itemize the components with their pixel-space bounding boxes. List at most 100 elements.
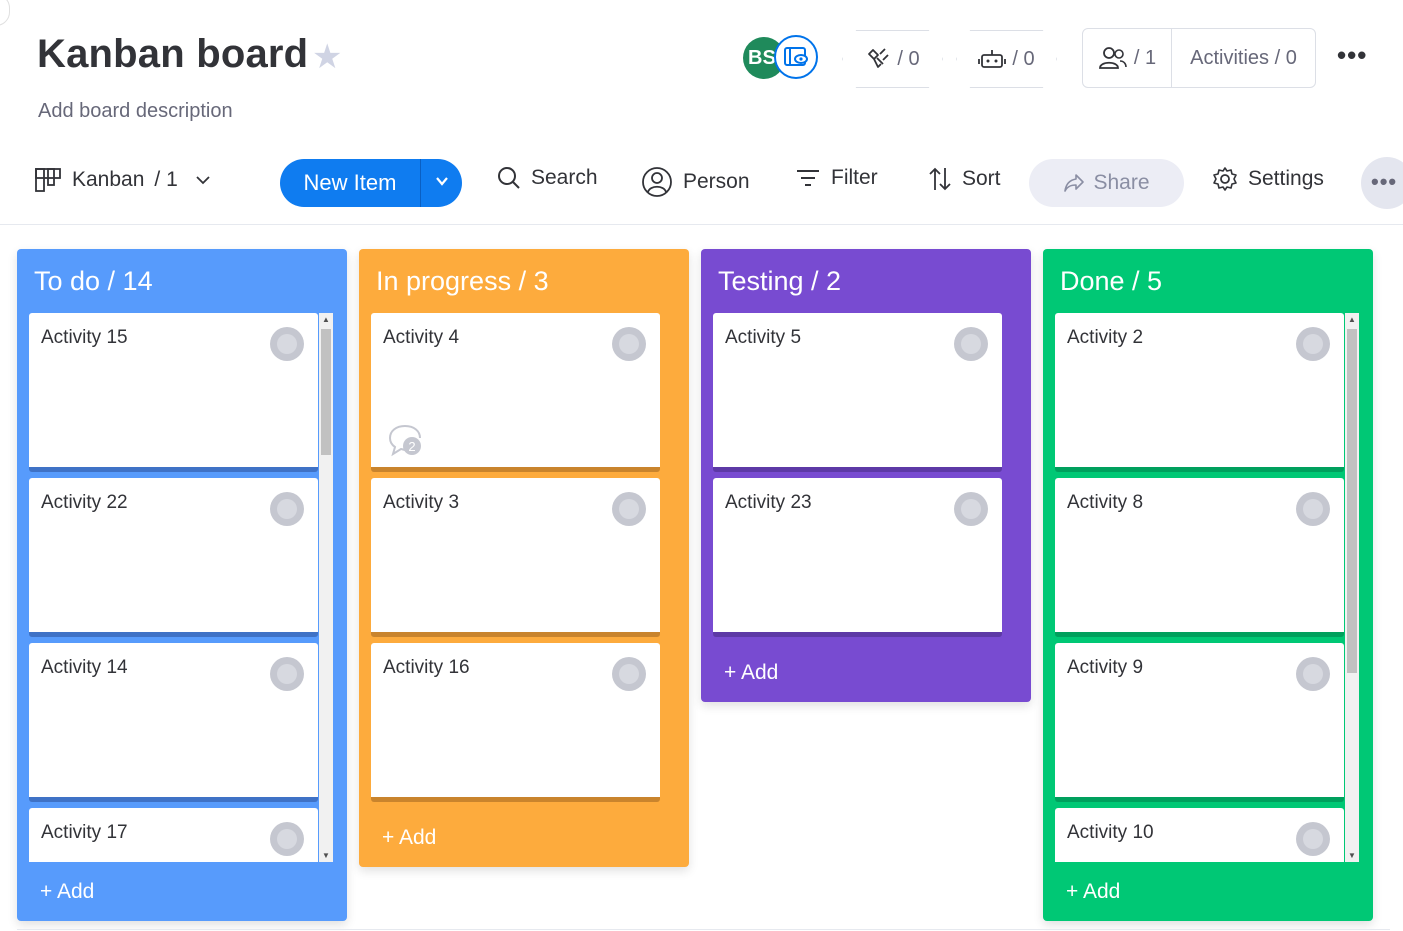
filter-button[interactable]: Filter: [795, 166, 878, 190]
card[interactable]: Activity 22: [29, 478, 318, 637]
card-title: Activity 8: [1067, 492, 1144, 513]
card[interactable]: Activity 10: [1055, 808, 1344, 862]
column-in-progress: In progress / 3 Activity 4 2 Activity 3 …: [359, 249, 689, 867]
person-avatar[interactable]: [612, 327, 646, 361]
person-avatar[interactable]: [954, 492, 988, 526]
card[interactable]: Activity 8: [1055, 478, 1344, 637]
person-avatar[interactable]: [612, 492, 646, 526]
card-title: Activity 16: [383, 657, 470, 678]
card[interactable]: Activity 16: [371, 643, 660, 802]
scroll-up-icon[interactable]: ▲: [322, 315, 330, 324]
card-title: Activity 22: [41, 492, 128, 513]
person-avatar[interactable]: [1296, 327, 1330, 361]
scrollbar[interactable]: ▲ ▼: [319, 313, 333, 862]
new-item-button[interactable]: New Item: [280, 159, 462, 207]
person-avatar[interactable]: [1296, 657, 1330, 691]
scroll-down-icon[interactable]: ▼: [322, 851, 330, 860]
card[interactable]: Activity 2: [1055, 313, 1344, 472]
person-avatar[interactable]: [270, 822, 304, 856]
scrollbar[interactable]: ▲ ▼: [1345, 313, 1359, 862]
activities-button[interactable]: Activities / 0: [1190, 46, 1297, 69]
panel-corner: [0, 0, 10, 26]
person-icon: [642, 167, 672, 197]
scrollbar-thumb[interactable]: [1347, 329, 1357, 673]
card[interactable]: Activity 14: [29, 643, 318, 802]
more-options-icon[interactable]: •••: [1337, 40, 1368, 70]
new-item-dropdown[interactable]: [421, 173, 462, 194]
new-item-separator: [420, 159, 421, 207]
card-title: Activity 23: [725, 492, 812, 513]
card-title: Activity 4: [383, 327, 460, 348]
star-icon[interactable]: ★: [312, 38, 343, 76]
person-avatar[interactable]: [270, 657, 304, 691]
chevron-down-icon: [435, 176, 448, 186]
search-button[interactable]: Search: [497, 166, 598, 190]
gear-icon: [1213, 167, 1237, 191]
integrations-button[interactable]: / 0: [842, 30, 943, 88]
eye-doc-icon: [784, 47, 808, 66]
view-count: / 1: [154, 168, 178, 191]
column-todo: To do / 14 Activity 15 Activity 22 Activ…: [17, 249, 347, 921]
card[interactable]: Activity 15: [29, 313, 318, 472]
person-avatar[interactable]: [612, 657, 646, 691]
search-label: Search: [531, 166, 598, 189]
column-title[interactable]: Done / 5: [1060, 266, 1163, 296]
members-activities-box: / 1 Activities / 0: [1082, 28, 1316, 88]
person-avatar[interactable]: [270, 492, 304, 526]
sort-icon: [929, 167, 951, 191]
scroll-up-icon[interactable]: ▲: [1348, 315, 1356, 324]
person-avatar[interactable]: [1296, 822, 1330, 856]
person-avatar[interactable]: [1296, 492, 1330, 526]
view-switcher[interactable]: Kanban / 1: [34, 166, 212, 194]
toolbar-divider: [0, 224, 1403, 225]
board-bottom-border: [17, 929, 1390, 930]
filter-icon: [797, 170, 819, 186]
scrollbar-thumb[interactable]: [321, 329, 331, 455]
share-icon: [1064, 174, 1085, 192]
card[interactable]: Activity 4 2: [371, 313, 660, 472]
add-item-button[interactable]: + Add: [724, 661, 779, 684]
board-description[interactable]: Add board description: [38, 100, 233, 122]
sort-button[interactable]: Sort: [928, 166, 1001, 192]
share-button[interactable]: Share: [1029, 159, 1184, 207]
card[interactable]: Activity 23: [713, 478, 1002, 637]
person-avatar[interactable]: [954, 327, 988, 361]
card-title: Activity 9: [1067, 657, 1144, 678]
filter-label: Filter: [831, 166, 878, 189]
settings-label: Settings: [1248, 167, 1324, 190]
column-title[interactable]: To do / 14: [34, 266, 153, 296]
add-item-button[interactable]: + Add: [1066, 880, 1121, 903]
add-item-button[interactable]: + Add: [382, 826, 437, 849]
automations-button[interactable]: / 0: [956, 30, 1057, 88]
settings-button[interactable]: Settings: [1212, 166, 1324, 192]
card[interactable]: Activity 17: [29, 808, 318, 862]
scroll-down-icon[interactable]: ▼: [1348, 851, 1356, 860]
integrations-count: / 0: [897, 47, 920, 70]
viewer-avatar[interactable]: [774, 35, 818, 79]
card-title: Activity 17: [41, 822, 128, 843]
person-label: Person: [683, 170, 750, 193]
person-filter-button[interactable]: Person: [641, 166, 750, 198]
card[interactable]: Activity 9: [1055, 643, 1344, 802]
column-title[interactable]: Testing / 2: [718, 266, 842, 296]
card-title: Activity 10: [1067, 822, 1154, 843]
card[interactable]: Activity 3: [371, 478, 660, 637]
automations-count: / 0: [1012, 47, 1035, 70]
more-toolbar-icon[interactable]: •••: [1361, 157, 1403, 209]
person-avatar[interactable]: [270, 327, 304, 361]
comment-count: 2: [408, 439, 415, 454]
add-item-button[interactable]: + Add: [40, 880, 95, 903]
card[interactable]: Activity 5: [713, 313, 1002, 472]
chevron-down-icon[interactable]: [194, 171, 212, 189]
column-done: Done / 5 Activity 2 Activity 8 Activity …: [1043, 249, 1373, 921]
card-title: Activity 3: [383, 492, 460, 513]
card-title: Activity 14: [41, 657, 128, 678]
comment-icon[interactable]: 2: [387, 423, 425, 457]
card-title: Activity 15: [41, 327, 128, 348]
column-title[interactable]: In progress / 3: [376, 266, 549, 296]
column-testing: Testing / 2 Activity 5 Activity 23 + Add: [701, 249, 1031, 702]
board-title[interactable]: Kanban board: [37, 32, 309, 76]
integrations-icon: [868, 48, 890, 68]
members-button[interactable]: / 1: [1083, 29, 1172, 87]
new-item-label: New Item: [303, 170, 397, 195]
